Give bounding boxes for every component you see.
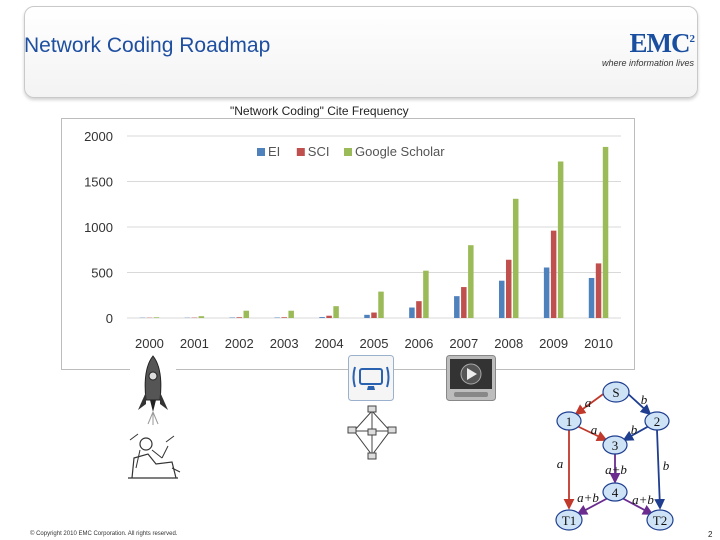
x-tick-label: 2006	[404, 336, 433, 351]
svg-text:T1: T1	[562, 513, 576, 528]
node-t1: T1	[555, 509, 583, 531]
node-s: S	[602, 381, 630, 403]
cite-frequency-chart: 0 500 1000 1500 2000 2000 2001 2002 2003 2004 200…	[61, 118, 635, 370]
edge-4-t2	[621, 497, 654, 515]
edge-2-t2	[654, 429, 666, 510]
chart-title: "Network Coding" Cite Frequency	[230, 104, 409, 118]
label-a-13: a	[591, 422, 598, 437]
bar-ei	[588, 277, 595, 318]
bar-google-scholar	[557, 161, 564, 318]
x-tick-label: 2009	[539, 336, 568, 351]
label-b-23: b	[631, 422, 638, 437]
x-tick-label: 2004	[315, 336, 344, 351]
label-ab-4t2: a+b	[632, 492, 654, 507]
legend-swatch	[296, 148, 305, 156]
bar-google-scholar	[153, 317, 160, 318]
legend-label: Google Scholar	[355, 144, 445, 159]
svg-text:1: 1	[566, 414, 573, 429]
butterfly-network-diagram: S 1 2 3 4 T1 T2 a b a b a b a+b a+b a+b	[555, 381, 674, 531]
y-tick-label: 2000	[84, 129, 113, 144]
label-a-s1: a	[585, 395, 592, 410]
legend-swatch	[344, 148, 352, 156]
bar-sci	[236, 317, 243, 318]
logo-superscript: 2	[689, 33, 695, 45]
legend-label: EI	[268, 144, 280, 159]
x-tick-label: 2001	[180, 336, 209, 351]
y-tick-label: 0	[106, 311, 113, 326]
x-tick-label: 2003	[270, 336, 299, 351]
node-2: 2	[644, 411, 670, 431]
x-tick-label: 2008	[494, 336, 523, 351]
bar-sci	[505, 259, 512, 318]
node-3: 3	[602, 435, 628, 455]
edge-4-t1	[576, 497, 609, 515]
bar-ei	[543, 267, 550, 318]
label-b-2t2: b	[663, 458, 670, 473]
bar-google-scholar	[243, 310, 250, 318]
legend-swatch	[257, 148, 265, 156]
x-tick-label: 2000	[135, 336, 164, 351]
y-tick-label: 1500	[84, 175, 113, 190]
bar-google-scholar	[378, 291, 384, 318]
y-tick-label: 500	[91, 266, 113, 281]
edge-s-2	[625, 391, 652, 416]
y-tick-label: 1000	[84, 220, 113, 235]
edge-1-3	[576, 425, 608, 441]
label-ab-4t1: a+b	[577, 490, 599, 505]
bar-ei	[498, 280, 505, 318]
x-tick-label: 2007	[449, 336, 478, 351]
x-tick-label: 2002	[225, 336, 254, 351]
bar-sci	[416, 301, 422, 318]
bar-ei	[319, 317, 325, 318]
node-t2: T2	[646, 509, 674, 531]
page-title: Network Coding Roadmap	[24, 34, 271, 57]
copyright-text: © Copyright 2010 EMC Corporation. All ri…	[30, 531, 178, 537]
legend-label: SCI	[308, 144, 330, 159]
label-a-1t1: a	[557, 456, 564, 471]
bar-ei	[409, 307, 415, 318]
logo-tagline: where information lives	[601, 58, 694, 68]
bar-google-scholar	[198, 316, 205, 318]
chart-frame	[61, 118, 635, 370]
x-tick-label: 2010	[584, 336, 613, 351]
node-4: 4	[602, 482, 628, 502]
emc-logo: EMC2 where information lives	[601, 25, 695, 68]
inventor-sketch-icon	[122, 428, 184, 484]
bar-google-scholar	[468, 245, 474, 318]
edge-s-1	[574, 391, 607, 416]
video-player-icon	[446, 355, 496, 401]
bar-ei	[454, 296, 460, 318]
bar-ei	[364, 314, 370, 318]
header-banner	[24, 6, 698, 98]
bar-google-scholar	[288, 310, 294, 318]
bar-sci	[326, 315, 332, 318]
page-number: 2	[708, 530, 713, 539]
network-monitor-icon	[348, 355, 394, 401]
svg-text:S: S	[612, 385, 619, 400]
logo-text: EMC	[629, 28, 691, 58]
network-topology-icon	[347, 405, 397, 460]
bar-sci	[550, 230, 557, 318]
bar-google-scholar	[602, 146, 609, 318]
bar-sci	[371, 312, 377, 318]
bar-google-scholar	[423, 270, 429, 318]
bar-google-scholar	[333, 306, 339, 318]
svg-text:3: 3	[612, 438, 619, 453]
bar-sci	[595, 263, 602, 318]
x-tick-label: 2005	[360, 336, 389, 351]
node-1: 1	[556, 411, 582, 431]
rocket-icon	[130, 352, 176, 426]
svg-text:4: 4	[612, 485, 619, 500]
edge-2-3	[622, 425, 650, 441]
bar-sci	[461, 287, 467, 318]
svg-text:2: 2	[654, 414, 661, 429]
bar-google-scholar	[512, 198, 519, 318]
svg-text:T2: T2	[653, 513, 667, 528]
bar-sci	[281, 317, 287, 318]
label-b-s2: b	[641, 392, 648, 407]
label-ab-34: a+b	[605, 462, 627, 477]
